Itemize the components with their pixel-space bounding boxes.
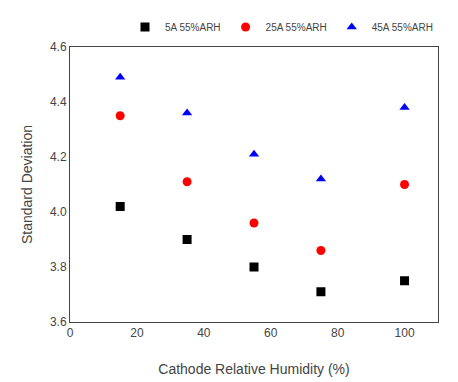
svg-text:100: 100 [395,326,415,340]
svg-text:25A 55%ARH: 25A 55%ARH [266,22,327,33]
svg-text:3.6: 3.6 [50,315,67,329]
svg-text:4.2: 4.2 [50,150,67,164]
svg-text:40: 40 [197,326,211,340]
svg-text:0: 0 [67,326,74,340]
svg-text:3.8: 3.8 [50,260,67,274]
svg-text:4.6: 4.6 [50,40,67,54]
svg-text:Cathode Relative Humidity (%): Cathode Relative Humidity (%) [158,361,349,377]
svg-text:4.0: 4.0 [50,205,67,219]
svg-text:Standard Deviation: Standard Deviation [19,125,35,244]
svg-text:20: 20 [130,326,144,340]
svg-text:80: 80 [331,326,345,340]
svg-text:60: 60 [264,326,278,340]
svg-text:5A 55%ARH: 5A 55%ARH [165,22,221,33]
svg-text:45A 55%ARH: 45A 55%ARH [372,22,433,33]
svg-text:4.4: 4.4 [50,95,67,109]
